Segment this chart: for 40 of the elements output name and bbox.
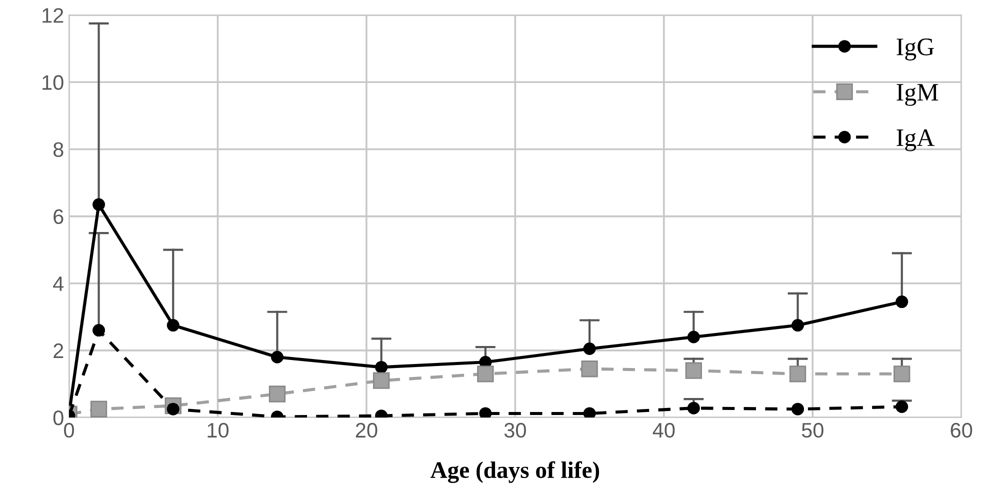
- y-tick-label: 6: [54, 209, 64, 224]
- point: [375, 360, 388, 374]
- point: [896, 400, 908, 414]
- x-tick-label: 0: [64, 422, 74, 438]
- y-tick-label: 0: [53, 410, 64, 426]
- point: [270, 350, 284, 364]
- point: [687, 402, 700, 414]
- point: [792, 402, 804, 416]
- point: [479, 407, 492, 418]
- point: [896, 296, 908, 308]
- point: [792, 319, 804, 332]
- point: [789, 366, 806, 382]
- y-tick-label: 4: [53, 276, 64, 291]
- y-tick-label: 10: [42, 75, 64, 90]
- y-tick-label: 12: [42, 8, 64, 23]
- legend-label: IgA: [896, 129, 934, 152]
- point: [92, 198, 106, 211]
- x-tick-label: 60: [950, 422, 972, 438]
- legend-label: IgG: [896, 38, 934, 60]
- y-tick-label: 2: [54, 343, 64, 358]
- x-axis-title: Age (days of life): [430, 461, 600, 484]
- x-tick-label: 30: [504, 422, 526, 438]
- point: [373, 372, 390, 389]
- y-tick-label: 8: [53, 142, 64, 157]
- point: [268, 386, 286, 402]
- x-tick-label: 50: [802, 422, 824, 438]
- point: [581, 360, 598, 378]
- point: [583, 342, 596, 355]
- point: [166, 319, 180, 332]
- legend-label: IgM: [896, 84, 938, 106]
- x-tick-label: 10: [208, 422, 229, 438]
- x-tick-label: 40: [652, 422, 675, 438]
- point: [685, 362, 702, 379]
- point: [477, 366, 494, 382]
- x-tick-label: 20: [356, 422, 378, 438]
- point: [894, 366, 910, 382]
- point: [583, 407, 596, 418]
- point: [90, 400, 108, 418]
- point: [687, 330, 700, 344]
- point: [92, 324, 106, 337]
